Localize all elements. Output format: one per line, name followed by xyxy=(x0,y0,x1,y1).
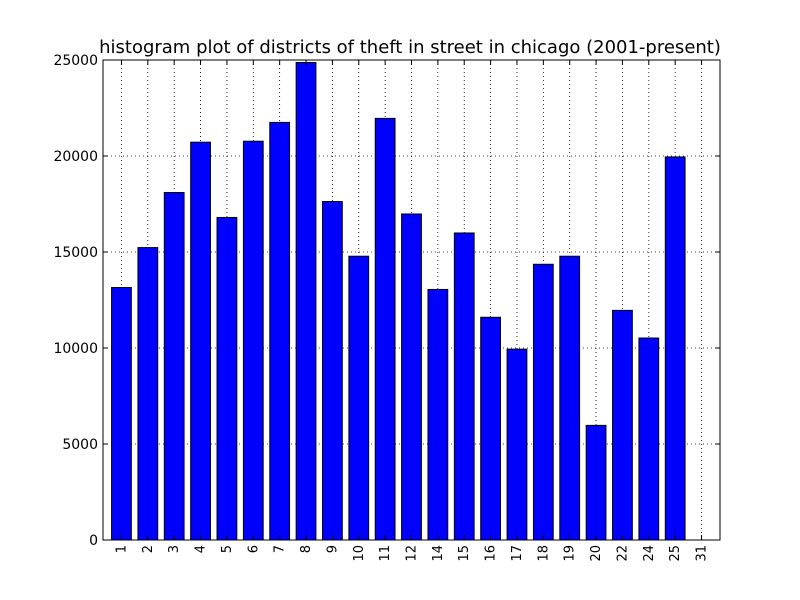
bar-3 xyxy=(163,191,185,541)
x-tick-label: 20 xyxy=(589,545,604,562)
y-axis-ticks: 0 5000 10000 15000 20000 25000 xyxy=(53,53,720,549)
bar-15 xyxy=(453,232,475,541)
x-tick-label: 8 xyxy=(299,545,314,553)
bar-9 xyxy=(322,201,343,541)
x-tick-label: 17 xyxy=(510,545,525,562)
bar-5 xyxy=(216,216,238,541)
x-tick-label: 9 xyxy=(325,545,340,553)
bar-18 xyxy=(532,263,554,541)
y-tick-label: 25000 xyxy=(53,53,98,69)
x-tick-label: 12 xyxy=(405,545,420,562)
bar-6 xyxy=(242,140,264,541)
bar-8 xyxy=(295,61,317,541)
bar-10 xyxy=(348,255,370,541)
bar-14 xyxy=(427,288,449,541)
x-tick-label: 19 xyxy=(563,545,578,562)
x-tick-label: 7 xyxy=(273,545,288,553)
bar-16 xyxy=(480,316,501,541)
bar-7 xyxy=(269,121,291,541)
x-tick-label: 22 xyxy=(615,545,630,562)
bar-25 xyxy=(664,156,686,541)
bar-20 xyxy=(585,424,607,541)
x-tick-label: 5 xyxy=(220,545,235,553)
x-axis-ticks: 1 2 3 4 5 6 7 8 9 10 11 12 14 15 16 17 18 19 20 22 24 25 31 xyxy=(114,60,710,562)
x-tick-label: 24 xyxy=(642,545,657,562)
y-tick-label: 5000 xyxy=(62,437,98,453)
y-tick-label: 20000 xyxy=(53,149,98,165)
x-tick-label: 4 xyxy=(194,545,209,553)
x-tick-label: 2 xyxy=(141,545,156,553)
x-tick-label: 31 xyxy=(695,545,710,562)
y-tick-label: 15000 xyxy=(53,245,98,261)
bar-2 xyxy=(137,247,159,541)
x-tick-label: 15 xyxy=(457,545,472,562)
bar-24 xyxy=(638,337,660,541)
x-tick-label: 11 xyxy=(378,545,393,562)
bar-1 xyxy=(111,287,132,541)
x-tick-label: 14 xyxy=(431,545,446,562)
x-tick-label: 6 xyxy=(246,545,261,553)
x-tick-label: 25 xyxy=(668,545,683,562)
bar-22 xyxy=(612,309,633,541)
chart-title: histogram plot of districts of theft in … xyxy=(99,37,721,58)
bar-19 xyxy=(559,255,581,541)
bar-12 xyxy=(401,213,422,541)
y-tick-label: 10000 xyxy=(53,341,98,357)
bar-17 xyxy=(506,348,528,541)
x-tick-label: 16 xyxy=(484,545,499,562)
bar-11 xyxy=(374,117,396,541)
x-tick-label: 3 xyxy=(167,545,182,553)
bars xyxy=(111,61,686,541)
bar-4 xyxy=(190,141,211,541)
y-tick-label: 0 xyxy=(89,533,98,549)
x-tick-label: 10 xyxy=(352,545,367,562)
x-tick-label: 18 xyxy=(536,545,551,562)
x-tick-label: 1 xyxy=(114,545,129,553)
